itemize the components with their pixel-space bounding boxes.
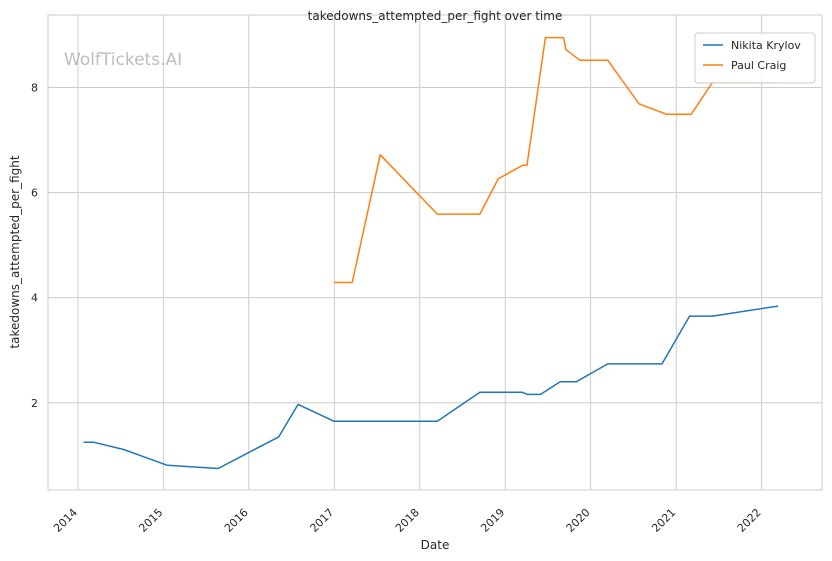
x-tick-label: 2021 [649,506,678,535]
watermark: WolfTickets.AI [64,50,182,70]
y-axis-label: takedowns_attempted_per_fight [8,155,22,348]
legend-entry: Nikita Krylov [731,39,801,52]
x-tick-label: 2018 [393,506,422,535]
tick-labels: 2 4 6 8 2014 2015 2016 2017 2018 2019 2020 2021 2022 [31,82,764,535]
legend: Nikita Krylov Paul Craig [694,32,816,84]
x-tick-label: 2022 [735,506,764,535]
chart-title: takedowns_attempted_per_fight over time [308,9,563,23]
x-axis-label: Date [421,538,450,552]
x-tick-label: 2017 [308,506,337,535]
legend-entry: Paul Craig [731,59,786,72]
grid-lines [48,15,822,490]
y-tick-label: 6 [31,187,38,200]
y-tick-label: 8 [31,82,38,95]
plot-frame [47,14,823,491]
y-tick-label: 2 [31,397,38,410]
x-tick-label: 2020 [564,506,593,535]
x-tick-label: 2019 [478,506,507,535]
x-tick-label: 2015 [136,506,165,535]
y-tick-label: 4 [31,292,38,305]
x-tick-label: 2016 [222,506,251,535]
series-line-paul-craig [333,36,780,284]
x-tick-label: 2014 [51,506,80,535]
legend-box [694,32,816,84]
series-layer [83,36,780,470]
series-line-nikita-krylov [83,305,779,470]
